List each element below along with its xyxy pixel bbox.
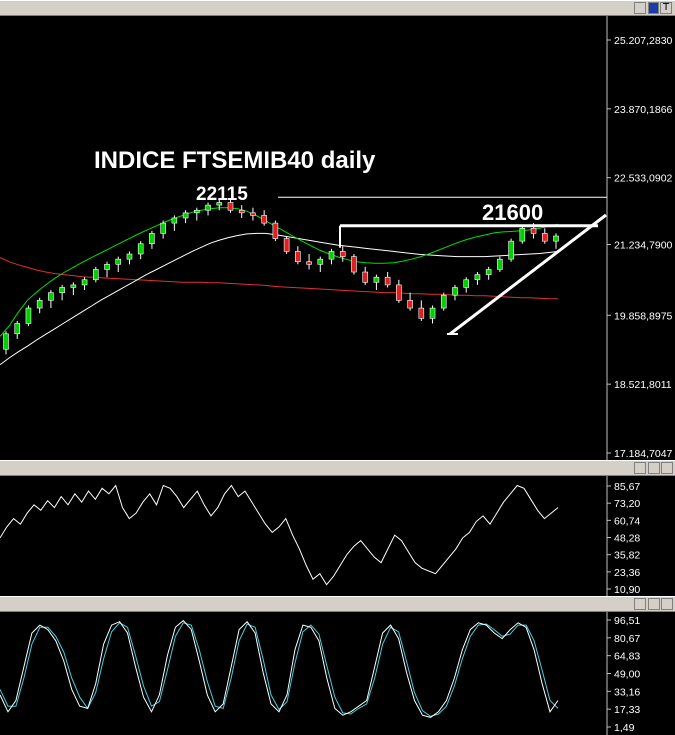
y-tick-label: 19.858,8975 xyxy=(614,310,673,322)
candle-body xyxy=(373,276,380,283)
moving-average-line-white xyxy=(0,232,559,366)
y-tick-label: 22.533,0902 xyxy=(614,173,673,185)
pane-separator-2[interactable] xyxy=(0,596,675,612)
candle-body xyxy=(92,269,99,281)
pane-close-icon[interactable] xyxy=(661,462,673,474)
candle-body xyxy=(48,292,54,301)
y-tick-label: 96,51 xyxy=(614,615,640,627)
y-tick-label: 23.870,1866 xyxy=(614,104,673,116)
candle-body xyxy=(452,287,458,296)
candle-body xyxy=(14,323,21,335)
stochastic-main-line xyxy=(0,619,559,718)
pane-restore-icon[interactable] xyxy=(648,598,660,610)
pane-restore-icon[interactable] xyxy=(648,462,660,474)
resistance-label: 21600 xyxy=(482,200,543,225)
candle-body xyxy=(250,212,256,216)
pane-minimize-icon[interactable] xyxy=(634,462,646,474)
candle-body xyxy=(238,209,245,214)
candle-body xyxy=(440,294,447,309)
price-chart[interactable]: 25.207,2830 23.870,1866 22.533,0902 21.234,… xyxy=(0,16,675,460)
candle-body xyxy=(137,243,144,255)
y-tick-label: 49,00 xyxy=(614,669,640,681)
candle-body xyxy=(216,202,223,206)
candle-body xyxy=(81,279,88,286)
oscillator-line-white xyxy=(0,484,559,586)
candle-body xyxy=(485,269,492,275)
pane-close-icon[interactable] xyxy=(661,598,673,610)
y-tick-label: 35,82 xyxy=(614,550,640,562)
candle-body xyxy=(104,264,110,270)
candle-body xyxy=(362,271,368,283)
candle-body xyxy=(261,215,267,224)
y-tick-label: 25.207,2830 xyxy=(614,35,673,47)
y-tick-label: 21.234,7900 xyxy=(614,240,673,252)
y-tick-label: 60,74 xyxy=(614,515,640,527)
candle-body xyxy=(519,227,526,242)
support-trend-line xyxy=(449,213,607,336)
moving-average-line-green xyxy=(0,207,559,337)
candle-body xyxy=(418,307,425,319)
candle-body xyxy=(553,235,559,242)
candle-body xyxy=(70,284,77,288)
candle-body xyxy=(171,217,178,224)
candle-body xyxy=(530,227,537,234)
candle-body xyxy=(384,276,391,286)
candle-body xyxy=(497,258,503,270)
price-pane[interactable]: 25.207,2830 23.870,1866 22.533,0902 21.234,… xyxy=(0,16,675,460)
candle-body xyxy=(227,202,234,211)
oscillator-pane-2[interactable]: 96,51 80,67 64,83 49,00 33,16 17,33 1,49 xyxy=(0,612,675,735)
candle-body xyxy=(194,209,200,214)
candle-body xyxy=(182,212,189,219)
candle-body xyxy=(306,261,312,265)
y-tick-label: 64,83 xyxy=(614,651,640,663)
candle-body xyxy=(160,222,166,234)
y-tick-label: 23,36 xyxy=(614,567,640,579)
candle-body xyxy=(339,251,346,257)
top-toolbar: T xyxy=(0,0,675,16)
y-tick-label: 73,20 xyxy=(614,498,640,510)
candle-body xyxy=(463,279,470,288)
oscillator-chart-1[interactable]: 85,67 73,20 60,74 48,28 35,82 23,36 10,90 xyxy=(0,476,675,596)
moving-average-line-red xyxy=(0,257,558,300)
stochastic-signal-line xyxy=(0,622,559,717)
candle-body xyxy=(149,233,155,245)
candle-body xyxy=(115,258,122,265)
candle-body xyxy=(508,240,514,260)
y-tick-label: 18.521,8011 xyxy=(614,379,672,391)
candle-body xyxy=(126,253,133,260)
candle-body xyxy=(351,256,357,273)
candle-body xyxy=(59,287,65,293)
candle-body xyxy=(429,307,436,319)
candle-body xyxy=(396,284,402,301)
y-tick-label: 10,90 xyxy=(614,584,640,596)
y-tick-label: 80,67 xyxy=(614,633,640,645)
y-tick-label: 17.184,7047 xyxy=(614,448,673,460)
candle-body xyxy=(328,251,335,260)
candle-body xyxy=(205,204,211,211)
high-label: 22115 xyxy=(196,184,248,205)
pane-separator-1[interactable] xyxy=(0,460,675,476)
candle-body xyxy=(541,233,548,242)
candle-body xyxy=(25,307,32,324)
candle-body xyxy=(36,300,43,309)
window-icon[interactable] xyxy=(648,2,659,14)
y-tick-label: 1,49 xyxy=(614,722,635,734)
oscillator-pane-1[interactable]: 85,67 73,20 60,74 48,28 35,82 23,36 10,90 xyxy=(0,476,675,596)
candle-body xyxy=(295,251,301,263)
minimize-button[interactable] xyxy=(634,2,646,14)
candle-body xyxy=(283,238,290,252)
y-tick-label: 33,16 xyxy=(614,686,640,698)
candle-body xyxy=(407,300,413,309)
y-tick-label: 48,28 xyxy=(614,533,640,545)
pane-minimize-icon[interactable] xyxy=(634,598,646,610)
text-tool-button[interactable]: T xyxy=(660,2,672,14)
candle-body xyxy=(272,222,279,239)
candle-body xyxy=(317,258,324,265)
candle-body xyxy=(3,333,9,350)
y-tick-label: 85,67 xyxy=(614,481,640,493)
y-tick-label: 17,33 xyxy=(614,704,640,716)
candle-body xyxy=(474,274,481,281)
chart-title: INDICE FTSEMIB40 daily xyxy=(94,147,376,174)
oscillator-chart-2[interactable]: 96,51 80,67 64,83 49,00 33,16 17,33 1,49 xyxy=(0,612,675,735)
